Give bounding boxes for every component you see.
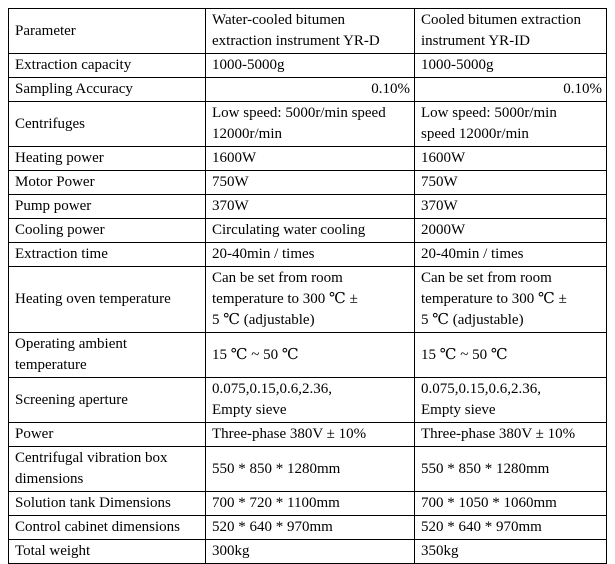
spec-table: Parameter Water-cooled bitumen extractio… xyxy=(8,8,607,564)
table-row-screening-aperture: Screening aperture 0.075,0.15,0.6,2.36, … xyxy=(8,377,607,423)
table-row-operating-ambient-temperature: Operating ambient temperature 15 ℃ ~ 50 … xyxy=(8,332,607,378)
value-yr-id: 20-40min / times xyxy=(414,242,607,267)
param-label: Heating oven temperature xyxy=(8,266,206,333)
value-yr-id: 750W xyxy=(414,170,607,195)
column-header-parameter: Parameter xyxy=(8,8,206,54)
document-page: Parameter Water-cooled bitumen extractio… xyxy=(8,8,607,564)
table-row-heating-oven-temperature: Heating oven temperature Can be set from… xyxy=(8,266,607,333)
column-header-yr-d: Water-cooled bitumen extraction instrume… xyxy=(205,8,415,54)
table-row-pump-power: Pump power 370W 370W xyxy=(8,194,607,219)
value-yr-id: 520 * 640 * 970mm xyxy=(414,515,607,540)
param-label: Heating power xyxy=(8,146,206,171)
param-label: Extraction time xyxy=(8,242,206,267)
table-row-solution-tank-dimensions: Solution tank Dimensions 700 * 720 * 110… xyxy=(8,491,607,516)
value-yr-d: Can be set from room temperature to 300 … xyxy=(205,266,415,333)
value-yr-d: 520 * 640 * 970mm xyxy=(205,515,415,540)
table-row-sampling-accuracy: Sampling Accuracy 0.10% 0.10% xyxy=(8,77,607,102)
table-row-centrifugal-vibration-box-dimensions: Centrifugal vibration box dimensions 550… xyxy=(8,446,607,492)
value-yr-d: 550 * 850 * 1280mm xyxy=(205,446,415,492)
value-yr-id: 350kg xyxy=(414,539,607,564)
table-row-motor-power: Motor Power 750W 750W xyxy=(8,170,607,195)
value-yr-d: 15 ℃ ~ 50 ℃ xyxy=(205,332,415,378)
value-yr-id: 15 ℃ ~ 50 ℃ xyxy=(414,332,607,378)
table-row-cooling-power: Cooling power Circulating water cooling … xyxy=(8,218,607,243)
table-row-extraction-time: Extraction time 20-40min / times 20-40mi… xyxy=(8,242,607,267)
column-header-yr-id: Cooled bitumen extraction instrument YR-… xyxy=(414,8,607,54)
param-label: Sampling Accuracy xyxy=(8,77,206,102)
value-yr-d: 20-40min / times xyxy=(205,242,415,267)
value-yr-d: Low speed: 5000r/min speed 12000r/min xyxy=(205,101,415,147)
table-row-centrifuges: Centrifuges Low speed: 5000r/min speed 1… xyxy=(8,101,607,147)
table-row-control-cabinet-dimensions: Control cabinet dimensions 520 * 640 * 9… xyxy=(8,515,607,540)
param-label: Centrifugal vibration box dimensions xyxy=(8,446,206,492)
value-yr-id: 0.10% xyxy=(414,77,607,102)
value-yr-id: 1000-5000g xyxy=(414,53,607,78)
value-yr-d: Three-phase 380V ± 10% xyxy=(205,422,415,447)
param-label: Cooling power xyxy=(8,218,206,243)
value-yr-d: 1000-5000g xyxy=(205,53,415,78)
value-yr-id: 700 * 1050 * 1060mm xyxy=(414,491,607,516)
table-row-heating-power: Heating power 1600W 1600W xyxy=(8,146,607,171)
table-row-power: Power Three-phase 380V ± 10% Three-phase… xyxy=(8,422,607,447)
value-yr-d: 300kg xyxy=(205,539,415,564)
table-row-extraction-capacity: Extraction capacity 1000-5000g 1000-5000… xyxy=(8,53,607,78)
value-yr-id: 1600W xyxy=(414,146,607,171)
value-yr-d: 1600W xyxy=(205,146,415,171)
value-yr-id: Low speed: 5000r/min speed 12000r/min xyxy=(414,101,607,147)
value-yr-id: 550 * 850 * 1280mm xyxy=(414,446,607,492)
value-yr-d: Circulating water cooling xyxy=(205,218,415,243)
value-yr-id: 370W xyxy=(414,194,607,219)
param-label: Motor Power xyxy=(8,170,206,195)
param-label: Total weight xyxy=(8,539,206,564)
param-label: Power xyxy=(8,422,206,447)
table-header-row: Parameter Water-cooled bitumen extractio… xyxy=(8,8,607,54)
param-label: Centrifuges xyxy=(8,101,206,147)
value-yr-id: Three-phase 380V ± 10% xyxy=(414,422,607,447)
value-yr-d: 0.10% xyxy=(205,77,415,102)
value-yr-d: 0.075,0.15,0.6,2.36, Empty sieve xyxy=(205,377,415,423)
param-label: Pump power xyxy=(8,194,206,219)
param-label: Solution tank Dimensions xyxy=(8,491,206,516)
value-yr-d: 750W xyxy=(205,170,415,195)
param-label: Operating ambient temperature xyxy=(8,332,206,378)
param-label: Control cabinet dimensions xyxy=(8,515,206,540)
value-yr-d: 370W xyxy=(205,194,415,219)
value-yr-id: 0.075,0.15,0.6,2.36, Empty sieve xyxy=(414,377,607,423)
value-yr-id: Can be set from room temperature to 300 … xyxy=(414,266,607,333)
param-label: Screening aperture xyxy=(8,377,206,423)
value-yr-id: 2000W xyxy=(414,218,607,243)
param-label: Extraction capacity xyxy=(8,53,206,78)
table-row-total-weight: Total weight 300kg 350kg xyxy=(8,539,607,564)
value-yr-d: 700 * 720 * 1100mm xyxy=(205,491,415,516)
